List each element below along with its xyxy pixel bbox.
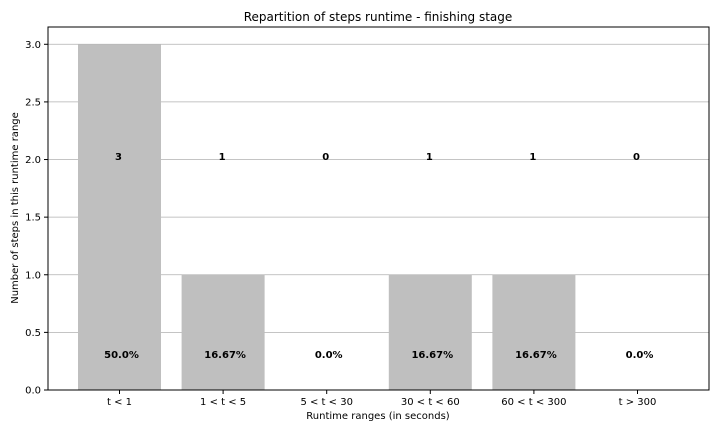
y-axis-label: Number of steps in this runtime range — [10, 112, 21, 304]
y-tick-label: 0.0 — [25, 386, 41, 397]
y-tick-label: 2.5 — [25, 97, 41, 108]
count-label: 1 — [219, 152, 226, 163]
x-tick-label: 1 < t < 5 — [200, 397, 246, 408]
bar — [492, 274, 576, 390]
y-tick-label: 2.0 — [25, 155, 41, 166]
x-tick-label: 5 < t < 30 — [300, 397, 352, 408]
chart-title: Repartition of steps runtime - finishing… — [244, 10, 513, 24]
plot-frame — [47, 26, 710, 391]
count-label: 1 — [529, 152, 536, 163]
count-label: 1 — [426, 152, 433, 163]
percent-label: 0.0% — [315, 350, 343, 361]
bar — [388, 274, 472, 390]
y-tick-label: 3.0 — [25, 40, 41, 51]
x-tick-label: 60 < t < 300 — [501, 397, 566, 408]
percent-label: 50.0% — [104, 350, 139, 361]
x-axis-label: Runtime ranges (in seconds) — [306, 411, 449, 422]
x-axis: t < 1 1 < t < 5 5 < t < 30 30 < t < 60 60 < … — [107, 390, 656, 408]
count-label: 0 — [633, 152, 640, 163]
percent-label: 16.67% — [204, 350, 246, 361]
bar — [78, 44, 161, 391]
bars — [78, 44, 576, 391]
x-tick-label: 30 < t < 60 — [401, 397, 460, 408]
count-label: 0 — [322, 152, 329, 163]
bar — [181, 274, 265, 390]
x-tick-label: t < 1 — [107, 397, 132, 408]
percent-label: 16.67% — [515, 350, 557, 361]
percent-label: 16.67% — [411, 350, 453, 361]
y-tick-label: 1.0 — [25, 270, 41, 281]
y-tick-label: 0.5 — [25, 328, 41, 339]
x-tick-label: t > 300 — [619, 397, 657, 408]
y-axis: 0.0 0.5 1.0 1.5 2.0 2.5 3.0 — [25, 40, 48, 397]
count-label: 3 — [115, 152, 122, 163]
y-tick-label: 1.5 — [25, 213, 41, 224]
percent-label: 0.0% — [626, 350, 654, 361]
data-labels: 3 50.0% 1 16.67% 0 0.0% 1 16.67% 1 16.67% 0 0.0% — [104, 152, 653, 361]
